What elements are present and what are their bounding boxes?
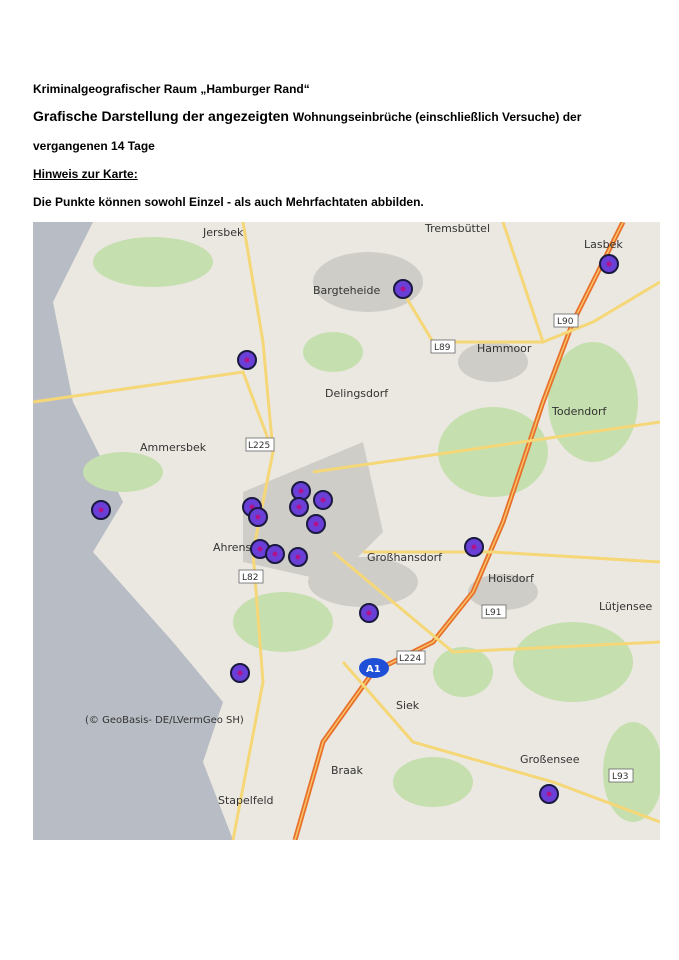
place-label: Todendorf: [551, 405, 608, 418]
marker-dot: [298, 488, 304, 494]
road-label: L225: [248, 441, 270, 451]
copyright: (© GeoBasis- DE/LVermGeo SH): [85, 715, 244, 726]
title-part: Grafische Darstellung der angezeigten: [33, 108, 289, 124]
road-label: L93: [612, 772, 628, 782]
place-label: Siek: [396, 699, 420, 712]
title-part: Wohnungseinbrüche (einschließlich Versuc…: [292, 110, 582, 124]
marker-dot: [98, 507, 104, 513]
marker-dot: [546, 791, 552, 797]
marker-dot: [366, 610, 372, 616]
marker-dot: [400, 286, 406, 292]
road-label: L91: [485, 608, 501, 618]
marker-dot: [295, 554, 301, 560]
road-label: L89: [434, 343, 451, 353]
marker-dot: [244, 357, 250, 363]
title-line: vergangenen 14 Tage: [33, 139, 155, 153]
place-label: Großensee: [520, 753, 580, 766]
road-label: L90: [557, 317, 574, 327]
place-label: Großhansdorf: [367, 551, 443, 564]
marker-dot: [255, 514, 261, 520]
place-label: Braak: [331, 764, 364, 777]
marker-dot: [471, 544, 477, 550]
marker-dot: [313, 521, 319, 527]
map: Jersbek Tremsbüttel Lasbek Bargteheide H…: [33, 222, 660, 840]
marker-dot: [257, 546, 263, 552]
marker-dot: [320, 497, 326, 503]
place-label: Delingsdorf: [325, 387, 389, 400]
marker-dot: [296, 504, 302, 510]
title: Grafische Darstellung der angezeigten Wo…: [33, 108, 581, 124]
marker-dot: [606, 261, 612, 267]
place-label: Bargteheide: [313, 284, 380, 297]
place-label: Hoisdorf: [488, 572, 535, 585]
marker-dot: [272, 551, 278, 557]
place-label: Lütjensee: [599, 600, 653, 613]
note-heading: Hinweis zur Karte:: [33, 167, 138, 181]
note-text: Die Punkte können sowohl Einzel - als au…: [33, 195, 424, 209]
place-label: Jersbek: [202, 226, 244, 239]
place-label: Tremsbüttel: [424, 222, 490, 235]
road-label: L82: [242, 573, 258, 583]
marker-dot: [237, 670, 243, 676]
place-label: Ammersbek: [140, 441, 207, 454]
place-label: Stapelfeld: [218, 794, 274, 807]
place-label: Lasbek: [584, 238, 623, 251]
place-label: Hammoor: [477, 342, 532, 355]
road-label: A1: [366, 664, 381, 675]
road-label: L224: [399, 654, 421, 664]
region: Kriminalgeografischer Raum „Hamburger Ra…: [33, 82, 310, 96]
